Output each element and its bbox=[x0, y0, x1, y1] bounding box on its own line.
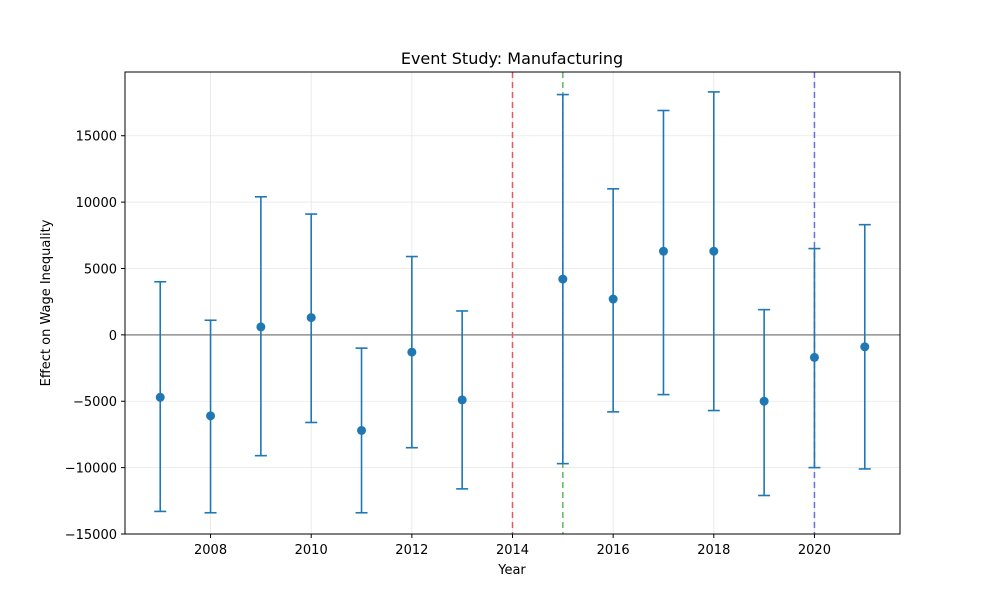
data-points bbox=[155, 246, 870, 435]
x-axis-label: Year bbox=[497, 563, 526, 578]
data-point bbox=[709, 246, 719, 256]
x-tick-label: 2010 bbox=[295, 543, 328, 558]
data-point bbox=[860, 342, 870, 352]
data-point bbox=[608, 294, 618, 304]
data-point bbox=[457, 395, 467, 405]
data-point bbox=[558, 274, 568, 284]
x-tick-label: 2014 bbox=[496, 543, 529, 558]
y-tick-label: 5000 bbox=[84, 262, 117, 277]
y-tick-label: −15000 bbox=[65, 528, 117, 543]
data-point bbox=[658, 246, 668, 256]
data-point bbox=[357, 425, 367, 435]
x-tick-label: 2008 bbox=[194, 543, 227, 558]
x-tick-label: 2012 bbox=[395, 543, 428, 558]
x-tick-label: 2018 bbox=[697, 543, 730, 558]
y-tick-label: 15000 bbox=[76, 130, 117, 145]
data-point bbox=[759, 396, 769, 406]
y-tick-label: 0 bbox=[109, 329, 117, 344]
data-point bbox=[155, 392, 165, 402]
x-tick-label: 2020 bbox=[798, 543, 831, 558]
y-axis-label: Effect on Wage Inequality bbox=[39, 219, 54, 386]
y-tick-label: 10000 bbox=[76, 196, 117, 211]
data-point bbox=[256, 322, 266, 332]
data-point bbox=[809, 352, 819, 362]
data-point bbox=[407, 347, 417, 357]
data-point bbox=[306, 313, 316, 323]
data-point bbox=[206, 411, 216, 421]
chart-title: Event Study: Manufacturing bbox=[401, 49, 623, 68]
axis-ticks: 2008 2010 2012 2014 2016 2018 2020 −15000 −10000… bbox=[65, 130, 831, 558]
y-tick-label: −5000 bbox=[73, 395, 117, 410]
x-tick-label: 2016 bbox=[597, 543, 630, 558]
y-tick-label: −10000 bbox=[65, 462, 117, 477]
